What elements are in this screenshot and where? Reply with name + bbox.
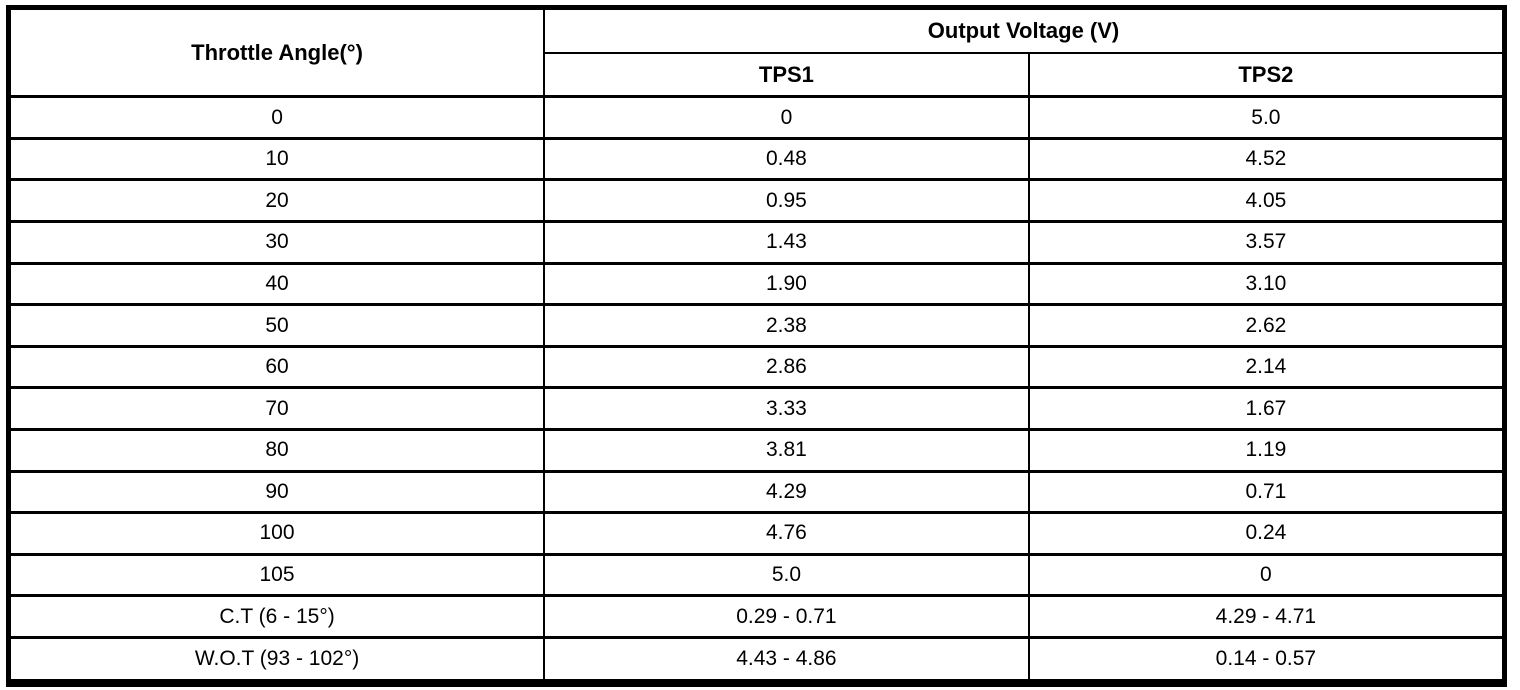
tps1-cell: 0.48 [543, 136, 1030, 182]
tps1-cell: 3.81 [543, 427, 1030, 473]
tps1-cell: 0.95 [543, 178, 1030, 224]
table-row: 30 1.43 3.57 [7, 220, 1506, 265]
table-row: 100 4.76 0.24 [7, 511, 1506, 556]
tps1-cell: 4.29 [543, 469, 1030, 515]
angle-cell: 80 [7, 427, 546, 473]
header-row-top: Throttle Angle(°) Output Voltage (V) [7, 6, 1506, 98]
header-row-sub: TPS1 TPS2 [9, 51, 1506, 98]
table-row: 60 2.86 2.14 [7, 344, 1506, 390]
tps2-cell: 2.14 [1027, 344, 1506, 390]
tps2-cell: 3.10 [1027, 261, 1506, 307]
tps2-cell: 4.05 [1027, 178, 1506, 224]
throttle-angle-header: Throttle Angle(°) [7, 6, 546, 98]
angle-cell: 40 [7, 261, 546, 307]
table-row: 80 3.81 1.19 [7, 427, 1506, 473]
tps2-header: TPS2 [1027, 51, 1506, 98]
table-row: 90 4.29 0.71 [7, 469, 1506, 515]
angle-cell: C.T (6 - 15°) [7, 594, 546, 639]
angle-cell: 60 [7, 344, 546, 390]
tps2-cell: 0.14 - 0.57 [1027, 635, 1506, 685]
table-row: 10 0.48 4.52 [7, 136, 1506, 182]
tps2-cell: 1.67 [1027, 386, 1506, 431]
tps2-cell: 4.52 [1027, 136, 1506, 182]
tps2-cell: 4.29 - 4.71 [1027, 594, 1506, 639]
tps1-cell: 4.43 - 4.86 [543, 635, 1030, 685]
tps1-cell: 3.33 [543, 386, 1030, 431]
angle-cell: 70 [7, 386, 546, 431]
tps2-cell: 0 [1027, 552, 1506, 598]
angle-cell: 105 [7, 552, 546, 598]
tps-voltage-table: Throttle Angle(°) Output Voltage (V) TPS… [6, 5, 1507, 687]
table-row: 20 0.95 4.05 [7, 178, 1506, 224]
tps1-cell: 5.0 [543, 552, 1030, 598]
tps1-cell: 0.29 - 0.71 [543, 594, 1030, 639]
angle-cell: 90 [7, 469, 546, 515]
tps2-cell: 0.24 [1027, 511, 1506, 556]
angle-cell: 100 [7, 511, 546, 556]
angle-cell: 50 [7, 303, 546, 348]
table-row: 105 5.0 0 [7, 552, 1506, 598]
tps2-cell: 0.71 [1027, 469, 1506, 515]
tps1-cell: 1.43 [543, 220, 1030, 265]
output-voltage-header: Output Voltage (V) [543, 6, 1506, 54]
table-row: C.T (6 - 15°) 0.29 - 0.71 4.29 - 4.71 [7, 594, 1506, 639]
tps1-cell: 0 [543, 95, 1030, 140]
tps1-cell: 2.86 [543, 344, 1030, 390]
table-row: 70 3.33 1.67 [7, 386, 1506, 431]
tps2-cell: 1.19 [1027, 427, 1506, 473]
tps1-cell: 2.38 [543, 303, 1030, 348]
tps2-cell: 3.57 [1027, 220, 1506, 265]
angle-cell: 30 [7, 220, 546, 265]
table-row: 50 2.38 2.62 [7, 303, 1506, 348]
tps2-cell: 5.0 [1027, 95, 1506, 140]
table-row: W.O.T (93 - 102°) 4.43 - 4.86 0.14 - 0.5… [7, 635, 1506, 685]
tps1-cell: 1.90 [543, 261, 1030, 307]
tps1-header: TPS1 [543, 51, 1030, 98]
angle-cell: 20 [7, 178, 546, 224]
tps1-cell: 4.76 [543, 511, 1030, 556]
table-row: 40 1.90 3.10 [7, 261, 1506, 307]
angle-cell: 0 [7, 95, 546, 140]
angle-cell: W.O.T (93 - 102°) [7, 635, 546, 685]
table-row: 0 0 5.0 [7, 95, 1506, 140]
tps2-cell: 2.62 [1027, 303, 1506, 348]
angle-cell: 10 [7, 136, 546, 182]
